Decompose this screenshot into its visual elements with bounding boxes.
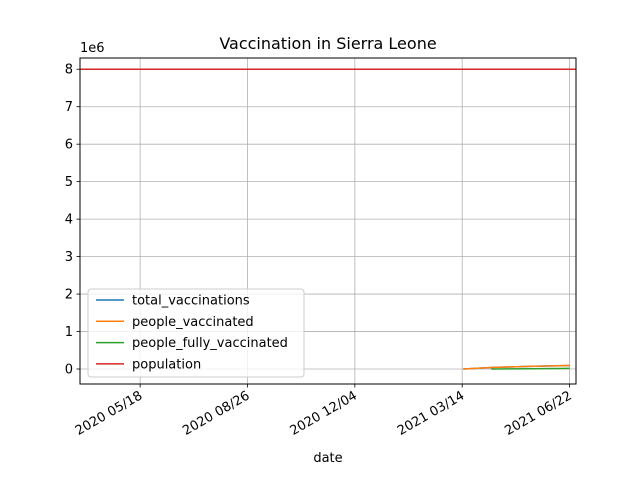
y-tick-label: 1	[65, 325, 73, 340]
legend-label: people_vaccinated	[132, 315, 254, 330]
chart-title: Vaccination in Sierra Leone	[219, 34, 436, 53]
y-tick-label: 8	[65, 63, 73, 78]
series-line-people-vaccinated	[463, 364, 570, 370]
y-offset-label: 1e6	[80, 41, 105, 56]
y-tick-label: 4	[65, 213, 73, 228]
plot-frame	[79, 57, 577, 385]
y-tick-label: 2	[65, 288, 73, 303]
legend-label: total_vaccinations	[132, 294, 250, 309]
x-axis-label: date	[313, 451, 342, 466]
y-tick-label: 5	[65, 175, 73, 190]
y-tick-label: 0	[65, 363, 73, 378]
legend-box	[87, 288, 305, 378]
series-lines	[80, 68, 576, 370]
y-tick-label: 6	[65, 138, 73, 153]
y-tick-label: 3	[65, 250, 73, 265]
series-line-people-fully-vaccinated	[491, 367, 570, 370]
legend-label: people_fully_vaccinated	[132, 336, 288, 351]
y-tick-label: 7	[65, 100, 73, 115]
legend: total_vaccinations people_vaccinatedpeopl…	[87, 288, 305, 378]
legend-label: population	[132, 357, 201, 372]
